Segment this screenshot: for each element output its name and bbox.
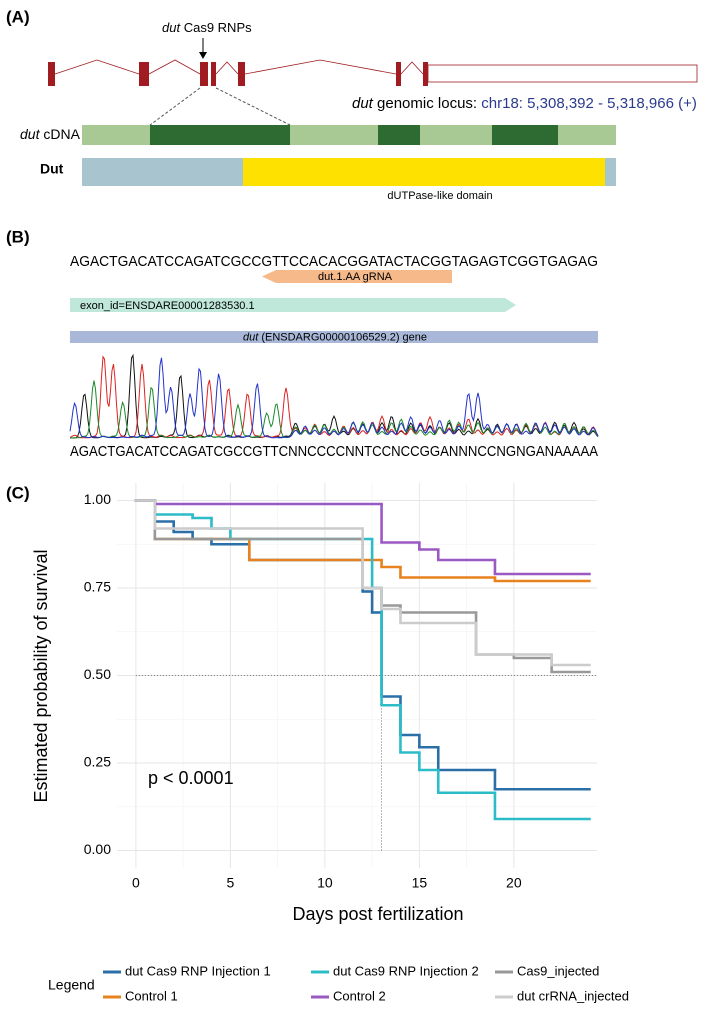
cdna-exons — [150, 125, 558, 145]
introns — [54, 59, 424, 75]
rnp-label: dut Cas9 RNPs — [162, 20, 252, 35]
trace — [69, 357, 599, 439]
zoom-lines — [149, 87, 291, 126]
protein-label: Dut — [40, 161, 64, 177]
grna-label: dut.1.AA gRNA — [318, 271, 393, 283]
rnp-label-italic: dut — [162, 20, 181, 35]
rnp-label-text: Cas9 RNPs — [184, 20, 252, 35]
legend-title: Legend — [48, 977, 95, 993]
trace — [69, 355, 599, 439]
gene-bar — [70, 331, 598, 343]
x-tick-label: 10 — [317, 875, 333, 891]
exon-label: exon_id=ENSDARE00001283530.1 — [80, 300, 255, 312]
gene-text: (ENSDARG00000106529.2) gene — [261, 331, 427, 343]
locus-italic: dut — [352, 95, 374, 112]
y-tick-label: 0.50 — [84, 666, 111, 682]
domain-label: dUTPase-like domain — [387, 190, 492, 202]
locus-text: genomic locus: — [377, 95, 477, 112]
locus-coordinates: chr18: 5,308,392 - 5,318,966 (+) — [481, 95, 697, 112]
chromatogram — [69, 353, 599, 439]
y-tick-label: 0.25 — [84, 754, 111, 770]
legend-label: dut crRNA_injected — [517, 988, 629, 1003]
y-tick-label: 1.00 — [84, 491, 111, 507]
legend-label: Control 2 — [333, 988, 386, 1003]
panel-label: (B) — [6, 227, 30, 246]
x-tick-label: 15 — [412, 875, 428, 891]
cdna-text: cDNA — [43, 126, 80, 142]
cdna-label: dut cDNA — [20, 126, 81, 142]
sample-sequence: AGACTGACATCCAGATCGCCGTTCNNCCCCNNTCCNCCGG… — [70, 443, 598, 460]
exon-arrow — [70, 298, 516, 312]
gene-italic: dut — [243, 331, 259, 343]
panel-label: (A) — [6, 7, 30, 26]
cdna-italic: dut — [20, 126, 41, 142]
x-axis-title: Days post fertilization — [292, 904, 463, 924]
legend-label: Control 1 — [125, 988, 178, 1003]
utr — [427, 64, 698, 83]
grna-arrow — [262, 270, 452, 283]
domain — [243, 158, 605, 186]
annotation: p < 0.0001 — [148, 768, 234, 788]
y-axis-title: Estimated probability of survival — [31, 549, 51, 802]
gene-label: dut (ENSDARG00000106529.2) gene — [243, 331, 427, 343]
y-tick-label: 0.00 — [84, 841, 111, 857]
y-tick-label: 0.75 — [84, 579, 111, 595]
legend-label: dut Cas9 RNP Injection 1 — [125, 963, 271, 978]
legend-label: Cas9_injected — [517, 963, 599, 978]
panel-label: (C) — [6, 483, 30, 502]
locus-label: dut genomic locus: chr18: 5,308,392 - 5,… — [352, 95, 697, 112]
legend-label: dut Cas9 RNP Injection 2 — [333, 963, 479, 978]
trace — [70, 353, 599, 439]
reference-sequence: AGACTGACATCCAGATCGCCGTTCCACACGGATACTACGG… — [70, 253, 598, 270]
x-tick-label: 0 — [132, 875, 140, 891]
exons — [48, 62, 428, 86]
plot — [117, 483, 597, 868]
x-tick-label: 5 — [226, 875, 234, 891]
arrow-head — [199, 52, 207, 59]
x-tick-label: 20 — [506, 875, 522, 891]
